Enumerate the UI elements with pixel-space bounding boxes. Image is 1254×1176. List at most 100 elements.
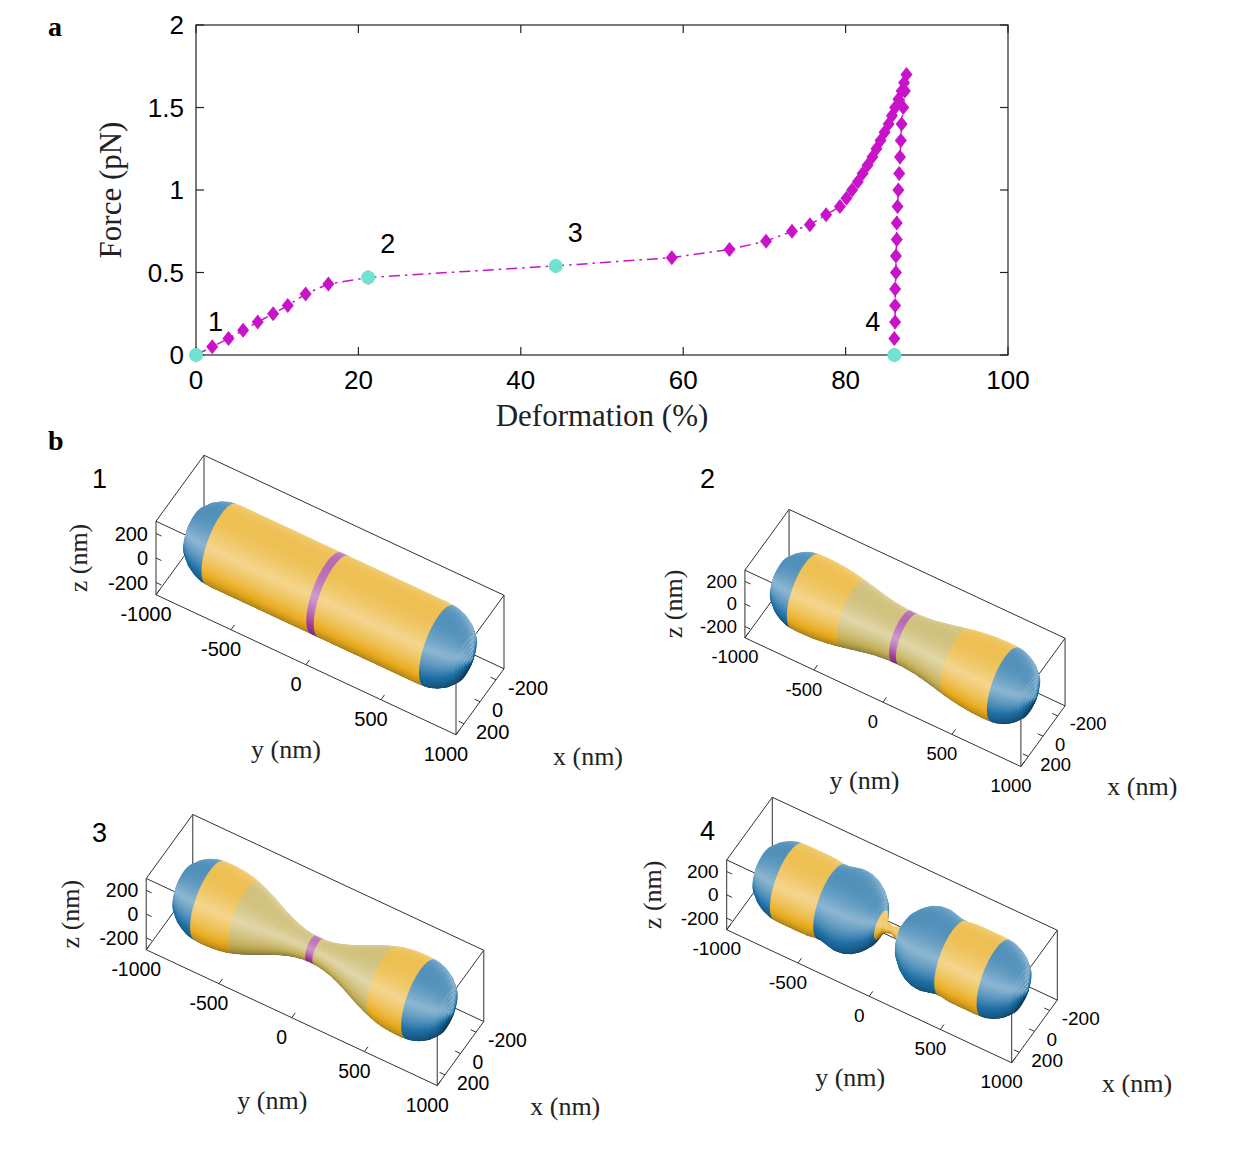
slice-ellipse bbox=[469, 655, 473, 667]
slice-ellipse bbox=[429, 969, 457, 1049]
panel-number: 3 bbox=[92, 818, 107, 848]
slice-ellipse bbox=[1003, 950, 1030, 1027]
y-tick bbox=[1000, 272, 1008, 273]
surface-slice bbox=[861, 882, 889, 960]
x-tick bbox=[195, 25, 196, 33]
diamond-marker bbox=[362, 270, 374, 285]
y-tick-label: -500 bbox=[201, 638, 241, 660]
x-tick bbox=[1023, 754, 1028, 757]
z-tick-label: -200 bbox=[681, 908, 719, 929]
x-tick-label: -200 bbox=[1062, 1008, 1100, 1029]
y-tick bbox=[883, 697, 887, 702]
x-tick bbox=[845, 347, 846, 355]
surface-panel: 4-1000-50005001000-2000200-2000200y (nm)… bbox=[638, 797, 1172, 1098]
surface-slice bbox=[463, 642, 475, 677]
diamond-marker bbox=[322, 277, 334, 292]
data-line bbox=[196, 75, 907, 356]
z-tick bbox=[146, 890, 151, 893]
diamond-marker bbox=[666, 250, 678, 265]
slice-ellipse bbox=[1005, 952, 1030, 1026]
y-tick bbox=[456, 730, 460, 735]
diamond-marker bbox=[550, 258, 562, 273]
y-tick bbox=[1000, 354, 1008, 355]
diamond-marker bbox=[899, 84, 911, 99]
surface-slice bbox=[429, 969, 458, 1049]
y-tick-label: -1000 bbox=[711, 646, 758, 667]
box-edge bbox=[1057, 930, 1058, 1000]
y-tick-label: 1 bbox=[170, 175, 184, 205]
y-tick bbox=[196, 272, 204, 273]
slice-ellipse bbox=[1024, 987, 1028, 998]
slice-ellipse bbox=[444, 996, 456, 1030]
x-tick bbox=[455, 1051, 460, 1054]
y-tick-label: 0 bbox=[276, 1026, 287, 1048]
y-tick-label: 1.5 bbox=[148, 93, 184, 123]
z-tick-label: -200 bbox=[108, 572, 148, 594]
y-axis-title: y (nm) bbox=[251, 735, 321, 764]
x-tick-label: 100 bbox=[986, 365, 1029, 395]
slice-ellipse bbox=[444, 996, 456, 1030]
slice-ellipse bbox=[1018, 975, 1029, 1008]
y-tick-label: 500 bbox=[915, 1038, 947, 1059]
y-tick-label: -500 bbox=[786, 679, 823, 700]
z-tick-label: 200 bbox=[115, 523, 148, 545]
box-edge bbox=[156, 455, 204, 521]
slice-ellipse bbox=[447, 1002, 455, 1025]
x-axis-title: Deformation (%) bbox=[496, 398, 709, 433]
x-tick-label: -200 bbox=[488, 1029, 527, 1051]
x-tick-label: -200 bbox=[508, 677, 548, 699]
diamond-marker bbox=[901, 67, 913, 82]
x-tick-label: 0 bbox=[1047, 1029, 1058, 1050]
y-axis-title: y (nm) bbox=[815, 1063, 885, 1092]
x-tick-label: 20 bbox=[344, 365, 373, 395]
diamond-marker bbox=[282, 298, 294, 313]
y-tick bbox=[306, 660, 310, 665]
diamond-marker bbox=[889, 298, 901, 313]
z-tick-label: 200 bbox=[706, 571, 737, 592]
diamond-marker bbox=[889, 282, 901, 297]
x-tick-label: 200 bbox=[457, 1072, 490, 1094]
z-tick bbox=[727, 918, 732, 921]
y-tick bbox=[1000, 24, 1008, 25]
y-tick bbox=[798, 958, 802, 963]
point-label: 4 bbox=[865, 307, 880, 337]
y-tick-label: 500 bbox=[354, 708, 387, 730]
x-axis-title: x (nm) bbox=[1102, 1069, 1172, 1098]
y-tick bbox=[1021, 762, 1025, 767]
diamond-marker bbox=[300, 286, 312, 301]
diamond-marker bbox=[889, 315, 901, 330]
z-tick bbox=[745, 627, 750, 630]
y-tick bbox=[952, 730, 956, 735]
slice-ellipse bbox=[450, 1008, 454, 1019]
x-tick-label: 0 bbox=[492, 699, 503, 721]
slice-ellipse bbox=[1007, 954, 1031, 1024]
surface-slice bbox=[993, 937, 1030, 1032]
slice-ellipse bbox=[430, 972, 456, 1048]
point-label: 3 bbox=[568, 218, 583, 248]
slice-ellipse bbox=[466, 649, 474, 672]
surface-slice bbox=[1013, 657, 1040, 732]
x-tick bbox=[1014, 1050, 1019, 1053]
z-axis-title: z (nm) bbox=[64, 524, 93, 593]
diamond-marker bbox=[897, 100, 909, 115]
highlight-point bbox=[549, 259, 563, 273]
x-axis-title: x (nm) bbox=[1107, 772, 1177, 801]
plot-frame bbox=[196, 25, 1008, 355]
surface-slice bbox=[437, 603, 476, 703]
z-tick-label: -200 bbox=[99, 927, 138, 949]
slice-ellipse bbox=[449, 618, 476, 696]
slice-ellipse bbox=[456, 630, 476, 688]
y-tick-label: -1000 bbox=[120, 603, 171, 625]
box-edge bbox=[504, 595, 505, 669]
figure: ab02040608010000.511.52Deformation (%)Fo… bbox=[0, 0, 1254, 1176]
y-tick bbox=[196, 24, 204, 25]
y-tick bbox=[727, 925, 731, 930]
z-tick bbox=[727, 872, 732, 875]
slice-ellipse bbox=[460, 636, 476, 683]
y-tick bbox=[437, 1081, 441, 1086]
diamond-marker bbox=[888, 331, 900, 346]
y-tick bbox=[1000, 189, 1008, 190]
y-tick-label: -1000 bbox=[692, 938, 741, 959]
slice-ellipse bbox=[447, 616, 475, 697]
x-tick bbox=[1044, 1008, 1049, 1011]
